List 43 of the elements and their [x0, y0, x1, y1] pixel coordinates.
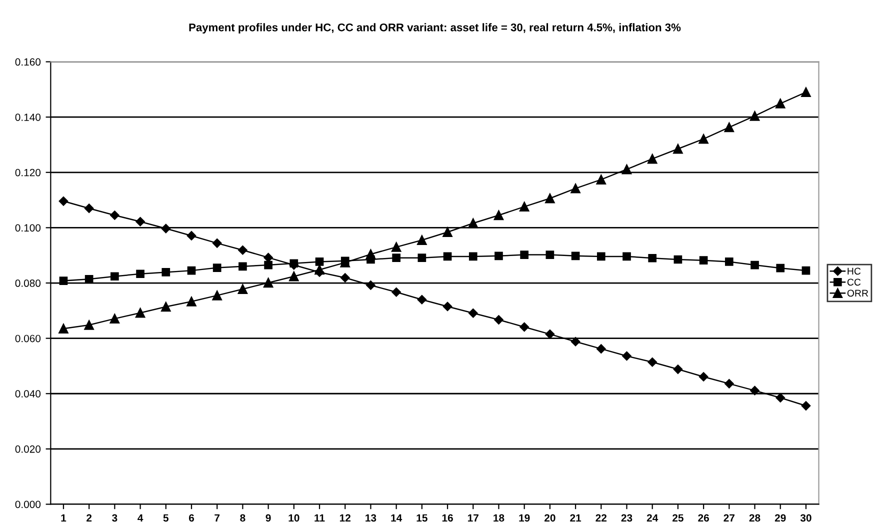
x-tick-label: 6: [188, 514, 194, 522]
x-tick-label: 19: [519, 514, 530, 522]
legend-label: ORR: [847, 290, 868, 297]
x-tick-label: 24: [646, 514, 658, 522]
x-tick-label: 30: [800, 514, 812, 522]
y-tick-label: 0.140: [15, 114, 41, 121]
x-tick-label: 9: [266, 514, 271, 522]
x-tick-label: 21: [570, 514, 582, 522]
x-tick-label: 1: [61, 514, 66, 522]
x-tick-label: 15: [416, 514, 428, 522]
chart-title: Payment profiles under HC, CC and ORR variant: asset life = 30, real return 4.5%, inflation 3%: [189, 23, 681, 34]
x-tick-label: 23: [621, 514, 632, 522]
x-tick-label: 18: [494, 514, 504, 522]
x-tick-label: 29: [774, 514, 786, 522]
x-tick-label: 10: [288, 514, 300, 522]
x-tick-label: 2: [86, 514, 92, 522]
y-tick-label: 0.120: [15, 168, 41, 176]
x-tick-label: 11: [314, 514, 325, 522]
y-tick-label: 0.020: [15, 445, 41, 453]
x-tick-label: 13: [366, 514, 376, 522]
x-tick-label: 16: [442, 514, 453, 522]
x-tick-label: 27: [724, 514, 734, 522]
y-tick-label: 0.000: [15, 500, 41, 508]
y-tick-label: 0.040: [15, 390, 41, 398]
x-tick-label: 5: [163, 514, 168, 522]
x-tick-label: 22: [596, 514, 607, 522]
x-tick-label: 8: [240, 514, 246, 522]
x-tick-label: 7: [214, 514, 220, 522]
x-tick-label: 17: [468, 514, 478, 522]
legend-label: HC: [848, 268, 861, 275]
x-tick-label: 20: [544, 514, 556, 522]
x-tick-label: 4: [138, 514, 144, 522]
x-tick-label: 3: [112, 514, 118, 522]
x-tick-label: 12: [340, 514, 350, 522]
x-tick-label: 25: [672, 514, 684, 522]
y-tick-label: 0.060: [15, 334, 41, 342]
x-tick-label: 14: [391, 514, 402, 522]
y-tick-label: 0.160: [15, 58, 41, 66]
y-tick-label: 0.100: [15, 224, 41, 232]
x-tick-label: 26: [698, 514, 709, 522]
y-tick-label: 0.080: [15, 280, 41, 287]
x-tick-label: 28: [749, 514, 760, 522]
legend-label: CC: [847, 278, 861, 286]
